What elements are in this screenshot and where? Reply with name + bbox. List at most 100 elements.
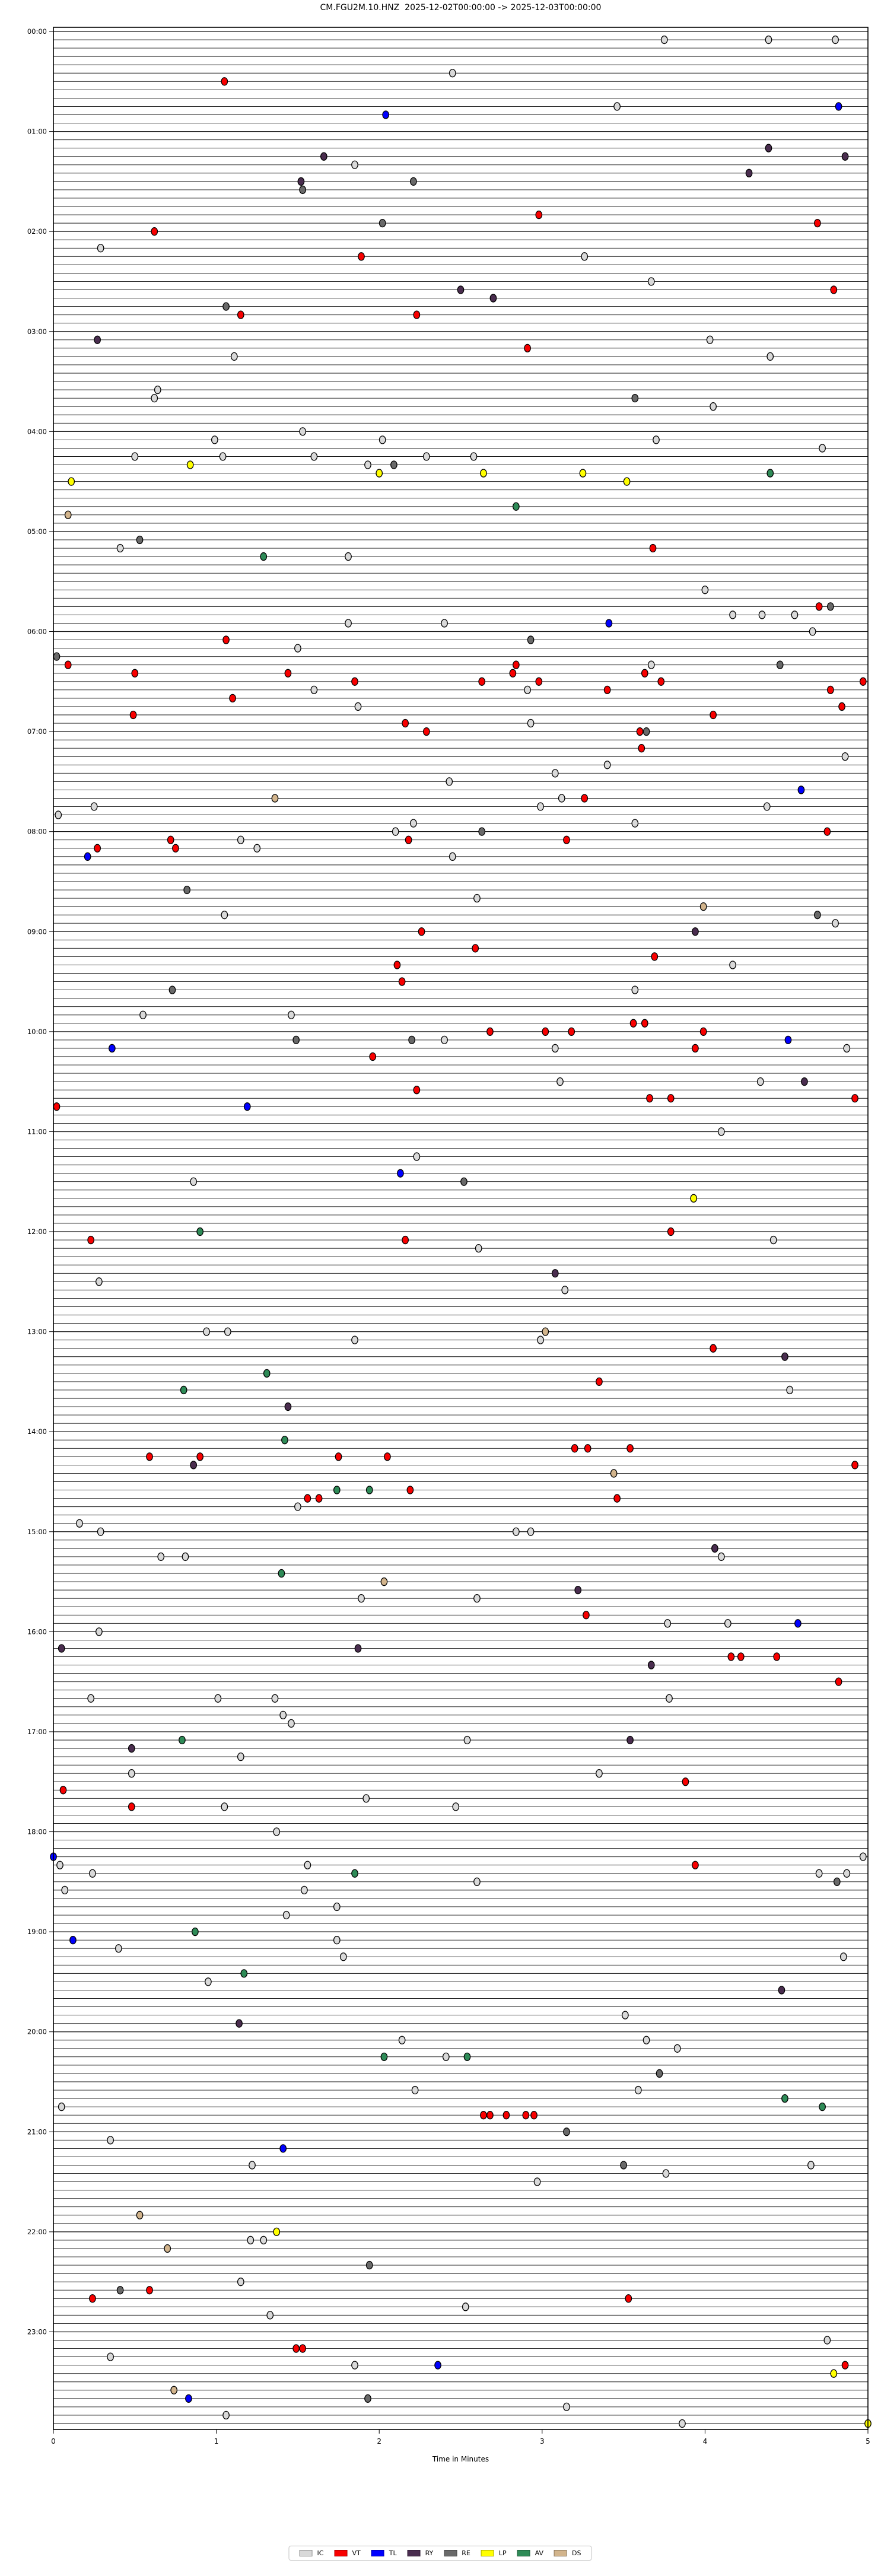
event-marker-ic	[279, 1710, 287, 1720]
legend-swatch-av	[517, 2550, 530, 2556]
event-marker-vt	[692, 1044, 699, 1053]
event-marker-re	[379, 218, 386, 228]
event-marker-ic	[282, 1910, 290, 1920]
event-marker-ry	[236, 2019, 243, 2028]
event-marker-vt	[830, 285, 838, 294]
event-marker-ic	[449, 852, 456, 861]
event-marker-ic	[449, 69, 456, 78]
y-tick-label: 06:00	[27, 628, 47, 636]
event-marker-vt	[486, 1027, 494, 1036]
event-marker-vt	[649, 543, 657, 553]
event-marker-ry	[841, 152, 849, 161]
event-marker-ic	[701, 586, 709, 594]
event-marker-vt	[480, 2111, 487, 2120]
event-marker-ry	[94, 335, 101, 344]
event-marker-vt	[636, 727, 644, 736]
event-marker-ic	[556, 1077, 564, 1086]
event-marker-lp	[690, 1194, 698, 1203]
event-marker-vt	[568, 1027, 575, 1036]
event-marker-vt	[710, 1344, 717, 1353]
event-marker-vt	[692, 1861, 699, 1869]
plot-frame	[53, 27, 869, 2430]
event-marker-ic	[151, 393, 158, 403]
event-marker-tl	[69, 1936, 77, 1945]
event-marker-re	[222, 302, 230, 311]
event-marker-vt	[542, 1027, 549, 1036]
event-marker-ic	[634, 2085, 642, 2095]
event-marker-ic	[653, 435, 660, 444]
event-marker-ic	[222, 2410, 230, 2420]
event-marker-ic	[527, 718, 535, 728]
x-tick-label: 2	[377, 2437, 381, 2445]
event-marker-vt	[682, 1777, 689, 1786]
event-marker-vt	[629, 1019, 637, 1028]
event-marker-re	[410, 177, 417, 186]
event-marker-ic	[410, 819, 417, 828]
event-marker-tl	[382, 110, 390, 119]
event-marker-ry	[190, 1461, 198, 1470]
event-marker-ic	[666, 1694, 673, 1703]
event-marker-ic	[843, 1044, 851, 1053]
event-marker-tl	[797, 785, 805, 794]
event-marker-ic	[452, 1802, 460, 1811]
event-marker-ic	[230, 352, 238, 361]
event-marker-ic	[221, 911, 228, 920]
event-marker-vt	[478, 677, 486, 686]
legend-label: TL	[389, 2549, 397, 2557]
y-tick-label: 18:00	[27, 1828, 47, 1836]
event-marker-vt	[369, 1052, 377, 1061]
event-marker-vt	[835, 1677, 842, 1686]
y-tick-label: 12:00	[27, 1227, 47, 1236]
event-marker-ic	[473, 1877, 481, 1886]
event-marker-ic	[362, 1794, 370, 1803]
event-marker-re	[833, 1877, 841, 1886]
event-marker-ic	[237, 1752, 244, 1761]
event-marker-vt	[657, 677, 665, 686]
event-marker-ic	[358, 1594, 365, 1603]
legend-swatch-vt	[334, 2550, 348, 2556]
event-marker-vt	[522, 2111, 530, 2120]
event-marker-vt	[402, 718, 409, 728]
event-marker-ic	[832, 35, 839, 44]
event-marker-ic	[763, 802, 771, 811]
event-marker-ic	[139, 1010, 147, 1019]
event-marker-re	[631, 393, 639, 403]
event-marker-vt	[613, 1494, 621, 1503]
event-marker-ic	[756, 1077, 764, 1086]
event-marker-vt	[603, 685, 611, 695]
event-marker-vt	[64, 660, 72, 669]
event-marker-ic	[786, 1385, 794, 1395]
event-marker-vt	[641, 1019, 648, 1028]
event-marker-vt	[351, 677, 358, 686]
legend-swatch-ds	[554, 2550, 567, 2556]
event-marker-ic	[219, 452, 227, 461]
event-marker-ic	[221, 1802, 228, 1811]
event-marker-ry	[551, 1269, 559, 1278]
event-marker-tl	[279, 2144, 287, 2153]
event-marker-ds	[271, 794, 279, 803]
event-marker-ic	[613, 102, 621, 111]
event-marker-ic	[561, 1286, 569, 1295]
event-marker-ry	[692, 927, 699, 936]
event-marker-av	[179, 1735, 186, 1745]
event-marker-ds	[380, 1577, 388, 1586]
legend-label: LP	[498, 2549, 507, 2557]
event-marker-ic	[205, 1977, 212, 1986]
event-marker-ic	[413, 1152, 421, 1161]
event-marker-ic	[310, 685, 318, 695]
event-marker-ry	[801, 1077, 808, 1086]
event-marker-vt	[413, 1086, 421, 1095]
event-marker-ic	[128, 1769, 135, 1778]
y-tick-label: 17:00	[27, 1728, 47, 1736]
event-marker-ic	[345, 619, 352, 628]
event-marker-vt	[89, 2294, 96, 2303]
event-marker-ic	[729, 961, 736, 969]
event-marker-vt	[581, 794, 589, 803]
event-marker-tl	[434, 2361, 441, 2370]
event-marker-tl	[109, 1044, 116, 1053]
event-marker-re	[478, 827, 486, 836]
event-marker-vt	[146, 1452, 153, 1461]
y-tick-label: 03:00	[27, 327, 47, 336]
event-marker-ic	[56, 1861, 63, 1869]
event-marker-re	[299, 185, 306, 195]
